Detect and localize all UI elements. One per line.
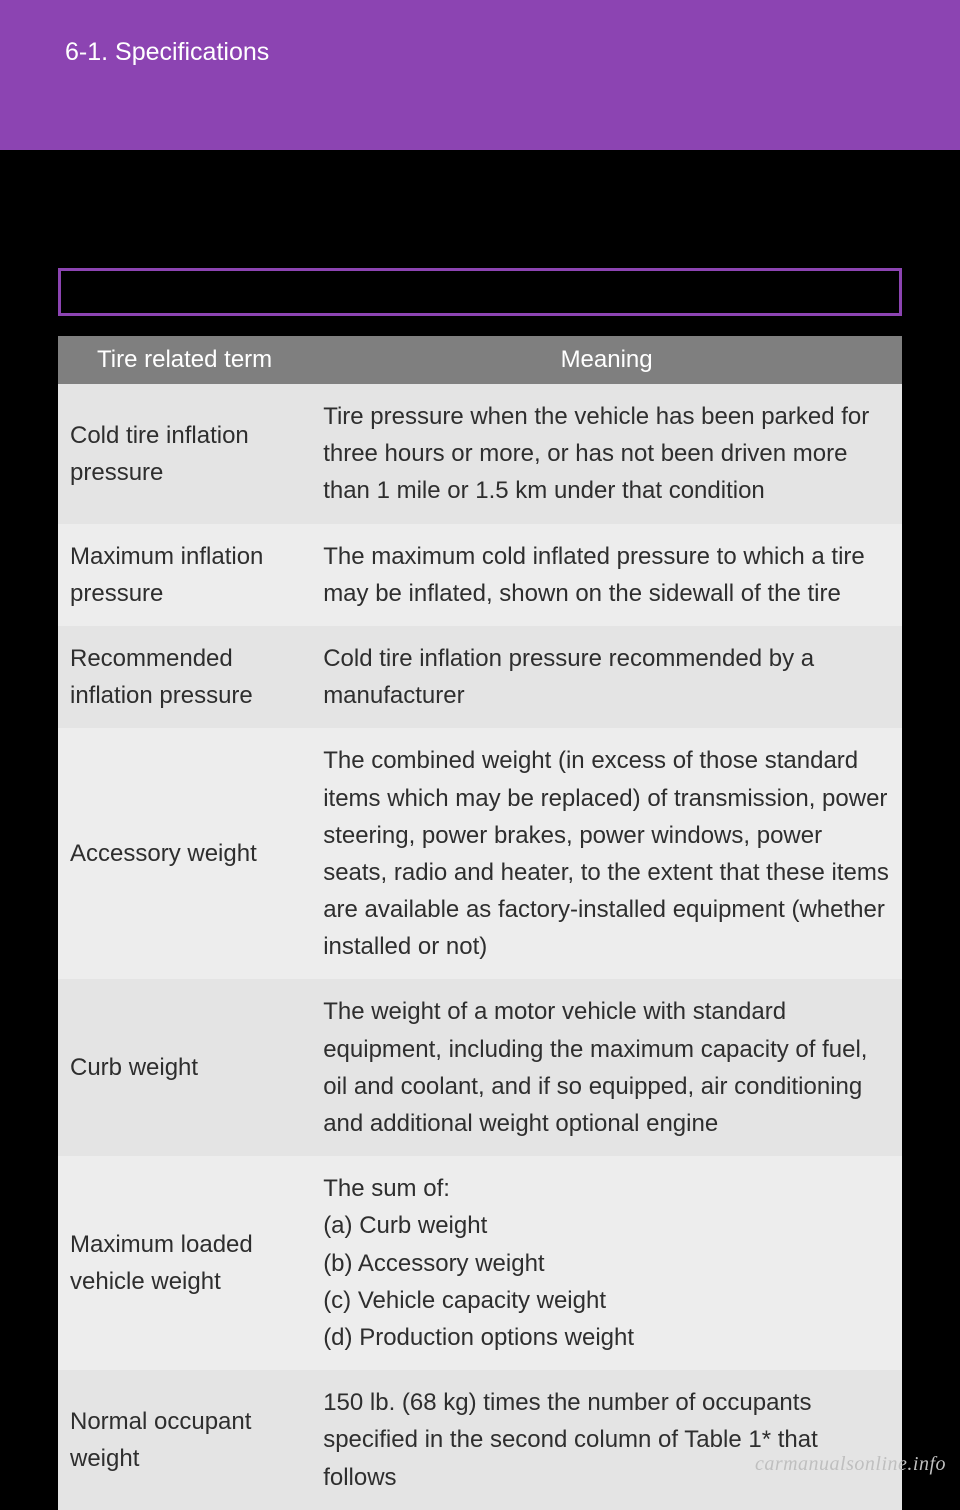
meaning-cell: The weight of a motor vehicle with stand… — [311, 979, 902, 1156]
content-area: Tire related term Meaning Cold tire infl… — [0, 150, 960, 1510]
meaning-cell: The sum of: (a) Curb weight (b) Accessor… — [311, 1156, 902, 1370]
table-row: Curb weight The weight of a motor vehicl… — [58, 979, 902, 1156]
table-row: Maximum loaded vehicle weight The sum of… — [58, 1156, 902, 1370]
term-cell: Maximum inflation pressure — [58, 524, 311, 626]
column-header-term: Tire related term — [58, 336, 311, 384]
meaning-cell: Cold tire inflation pressure recommended… — [311, 626, 902, 728]
page-header: 6-1. Specifications — [0, 0, 960, 150]
meaning-cell: 150 lb. (68 kg) times the number of occu… — [311, 1370, 902, 1510]
table-row: Normal occupant weight 150 lb. (68 kg) t… — [58, 1370, 902, 1510]
meaning-cell: The combined weight (in excess of those … — [311, 728, 902, 979]
table-row: Maximum inflation pressure The maximum c… — [58, 524, 902, 626]
term-cell: Curb weight — [58, 979, 311, 1156]
glossary-table: Tire related term Meaning Cold tire infl… — [58, 336, 902, 1510]
meaning-cell: The maximum cold inflated pressure to wh… — [311, 524, 902, 626]
term-cell: Cold tire inflation pressure — [58, 384, 311, 524]
column-header-meaning: Meaning — [311, 336, 902, 384]
table-row: Accessory weight The combined weight (in… — [58, 728, 902, 979]
section-divider-bar — [58, 268, 902, 316]
section-title: 6-1. Specifications — [65, 38, 960, 67]
table-row: Recommended inflation pressure Cold tire… — [58, 626, 902, 728]
table-header-row: Tire related term Meaning — [58, 336, 902, 384]
term-cell: Normal occupant weight — [58, 1370, 311, 1510]
watermark-text: carmanualsonline.info — [755, 1453, 946, 1476]
meaning-cell: Tire pressure when the vehicle has been … — [311, 384, 902, 524]
term-cell: Maximum loaded vehicle weight — [58, 1156, 311, 1370]
term-cell: Recommended inflation pressure — [58, 626, 311, 728]
table-row: Cold tire inflation pressure Tire pressu… — [58, 384, 902, 524]
term-cell: Accessory weight — [58, 728, 311, 979]
